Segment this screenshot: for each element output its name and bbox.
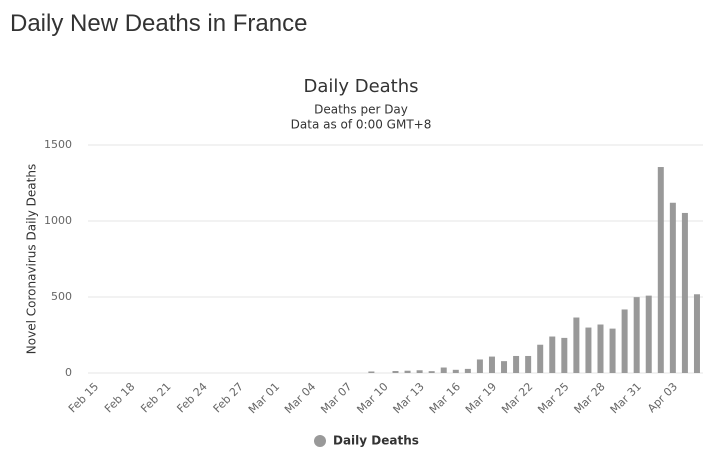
x-tick-label: Mar 25 <box>535 380 571 416</box>
bar <box>404 370 411 373</box>
bar <box>597 324 604 373</box>
x-tick-label: Mar 01 <box>246 380 282 416</box>
y-tick-label: 1000 <box>44 214 72 227</box>
chart-subtitle: Data as of 0:00 GMT+8 <box>291 118 432 132</box>
bar <box>585 327 592 373</box>
bar <box>657 167 664 373</box>
x-tick-label: Mar 10 <box>354 380 390 416</box>
x-tick-label: Mar 31 <box>608 380 644 416</box>
bar <box>669 202 676 373</box>
x-tick-label: Feb 15 <box>66 380 101 415</box>
bar <box>513 355 520 373</box>
bar <box>561 337 568 373</box>
bar <box>452 369 459 373</box>
bar <box>368 371 375 373</box>
bar <box>633 297 640 373</box>
x-tick-label: Feb 24 <box>174 380 209 415</box>
page-title: Daily New Deaths in France <box>10 10 308 37</box>
bar <box>525 355 532 373</box>
bar <box>537 344 544 373</box>
y-axis-label: Novel Coronavirus Daily Deaths <box>25 164 39 354</box>
legend-label: Daily Deaths <box>333 434 419 448</box>
bar <box>621 309 628 373</box>
bar <box>488 356 495 373</box>
bar <box>416 370 423 373</box>
x-tick-label: Mar 07 <box>318 380 354 416</box>
x-tick-label: Apr 03 <box>645 380 680 415</box>
bar <box>573 317 580 373</box>
x-tick-label: Feb 21 <box>138 380 173 415</box>
x-tick-label: Mar 16 <box>427 380 463 416</box>
x-tick-label: Mar 28 <box>572 380 608 416</box>
y-tick-label: 0 <box>65 366 72 379</box>
bar <box>428 371 435 373</box>
bar <box>464 368 471 373</box>
bar <box>392 371 399 373</box>
x-tick-label: Mar 22 <box>499 380 535 416</box>
chart-subtitle: Deaths per Day <box>314 103 408 117</box>
bar <box>549 336 556 373</box>
bar <box>501 361 508 373</box>
bar <box>693 294 700 373</box>
legend-marker <box>314 435 326 447</box>
chart-title: Daily Deaths <box>303 76 418 97</box>
y-tick-label: 500 <box>51 290 72 303</box>
x-tick-label: Mar 04 <box>282 380 318 416</box>
x-tick-label: Feb 18 <box>102 380 137 415</box>
bar <box>609 328 616 373</box>
x-tick-label: Feb 27 <box>211 380 246 415</box>
bar <box>681 212 688 373</box>
x-tick-label: Mar 13 <box>391 380 427 416</box>
y-tick-label: 1500 <box>44 138 72 151</box>
bar <box>476 359 483 373</box>
bar <box>645 295 652 373</box>
bar <box>440 367 447 373</box>
x-tick-label: Mar 19 <box>463 380 499 416</box>
